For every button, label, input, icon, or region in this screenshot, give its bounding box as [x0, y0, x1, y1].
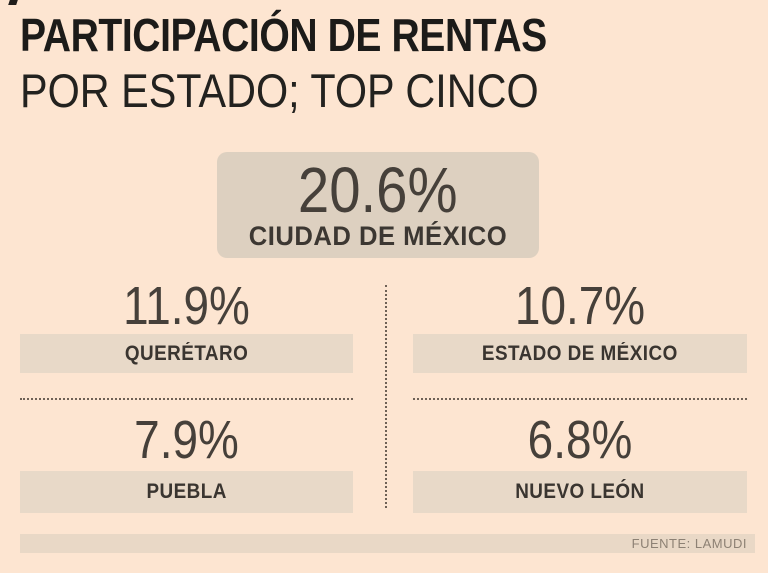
horizontal-dotted-divider-left	[20, 398, 353, 400]
state-value: 10.7%	[514, 275, 646, 336]
source-bar: FUENTE: LAMUDI	[20, 534, 755, 553]
state-value: 11.9%	[123, 275, 250, 336]
state-label-bar: NUEVO LEÓN	[413, 471, 747, 513]
corner-artifact-mark	[8, 0, 18, 5]
state-card-estado-de-mexico: 10.7% ESTADO DE MÉXICO	[413, 275, 747, 373]
top-state-label: CIUDAD DE MÉXICO	[248, 221, 508, 251]
state-label: NUEVO LEÓN	[515, 480, 645, 503]
state-value: 7.9%	[134, 409, 239, 470]
state-card-puebla: 7.9% PUEBLA	[20, 408, 353, 513]
state-value: 6.8%	[527, 409, 633, 470]
top-state-card: 20.6% CIUDAD DE MÉXICO	[217, 152, 539, 258]
state-label-bar: PUEBLA	[20, 471, 353, 513]
state-label: PUEBLA	[146, 480, 227, 503]
state-card-nuevo-leon: 6.8% NUEVO LEÓN	[413, 408, 747, 513]
state-label-bar: ESTADO DE MÉXICO	[413, 334, 747, 373]
state-card-queretaro: 11.9% QUERÉTARO	[20, 275, 353, 373]
page-title: PARTICIPACIÓN DE RENTAS	[20, 9, 547, 61]
state-label: QUERÉTARO	[124, 341, 249, 365]
state-label: ESTADO DE MÉXICO	[482, 341, 678, 365]
horizontal-dotted-divider-right	[413, 398, 747, 400]
top-state-value: 20.6%	[298, 154, 458, 226]
page-subtitle: POR ESTADO; TOP CINCO	[20, 64, 539, 117]
state-label-bar: QUERÉTARO	[20, 334, 353, 373]
source-text: FUENTE: LAMUDI	[631, 536, 747, 551]
vertical-dotted-divider	[385, 285, 387, 508]
